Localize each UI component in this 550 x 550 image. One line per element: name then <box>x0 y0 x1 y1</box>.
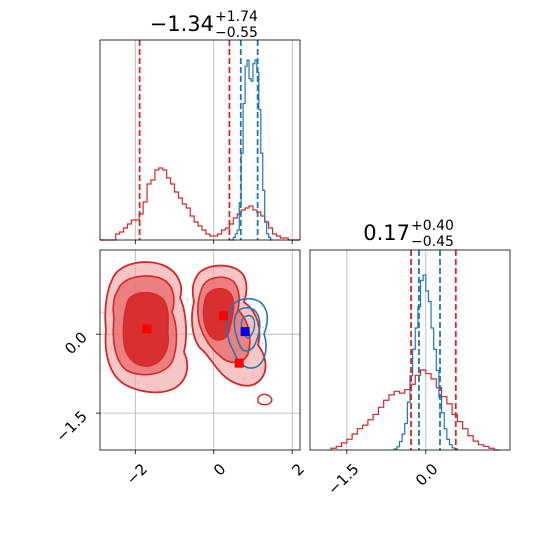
param1-title-median: −1.34 <box>150 12 214 36</box>
sample-point <box>262 326 264 329</box>
param2-histogram-frame <box>309 249 511 451</box>
param2-blue-histogram <box>393 274 458 450</box>
sample-point <box>100 311 103 314</box>
red-contour-tail <box>257 393 273 406</box>
svg-text:−1.34: −1.34 <box>150 12 214 36</box>
sample-point <box>261 342 264 345</box>
joint-x-tick-label: 2 <box>288 460 307 479</box>
red-inner-contour-right-lobe <box>202 287 235 341</box>
joint-x-tick-label: 0 <box>210 460 229 479</box>
joint-y-tick-label: 0.0 <box>61 328 91 358</box>
red-peak-marker <box>234 358 244 368</box>
param2-red-histogram <box>330 369 500 451</box>
red-peak-marker <box>219 311 229 321</box>
sample-point <box>102 311 105 314</box>
param2-x-tick-label: −1.5 <box>324 460 362 498</box>
param2-x-tick-label: 0.0 <box>412 460 442 490</box>
param1-blue-histogram <box>229 59 273 241</box>
param1-histogram-panel <box>99 39 301 244</box>
red-peak-marker <box>142 324 152 334</box>
param2-histogram-panel: −1.5 0.0 <box>309 249 511 499</box>
param2-title-median: 0.17 <box>363 221 410 245</box>
joint-y-tick-label: −1.5 <box>52 407 90 445</box>
param2-title-minus: −0.45 <box>411 234 454 250</box>
param1-title-plus: +1.74 <box>215 9 258 25</box>
param2-title-plus: +0.40 <box>411 218 454 234</box>
param1-histogram-frame <box>99 39 301 241</box>
joint-x-tick-label: −2 <box>123 460 151 488</box>
joint-density-frame <box>99 249 301 451</box>
sample-point <box>239 385 241 388</box>
blue-peak-marker <box>240 327 250 337</box>
sample-point <box>262 330 264 332</box>
param1-title-minus: −0.55 <box>215 25 258 41</box>
joint-density-panel: −2 0 2 −1.5 0.0 <box>52 249 308 488</box>
sample-point <box>186 298 189 301</box>
blue-outer-contour <box>226 297 269 369</box>
blue-middle-contour <box>233 306 261 352</box>
sample-point <box>189 324 192 327</box>
